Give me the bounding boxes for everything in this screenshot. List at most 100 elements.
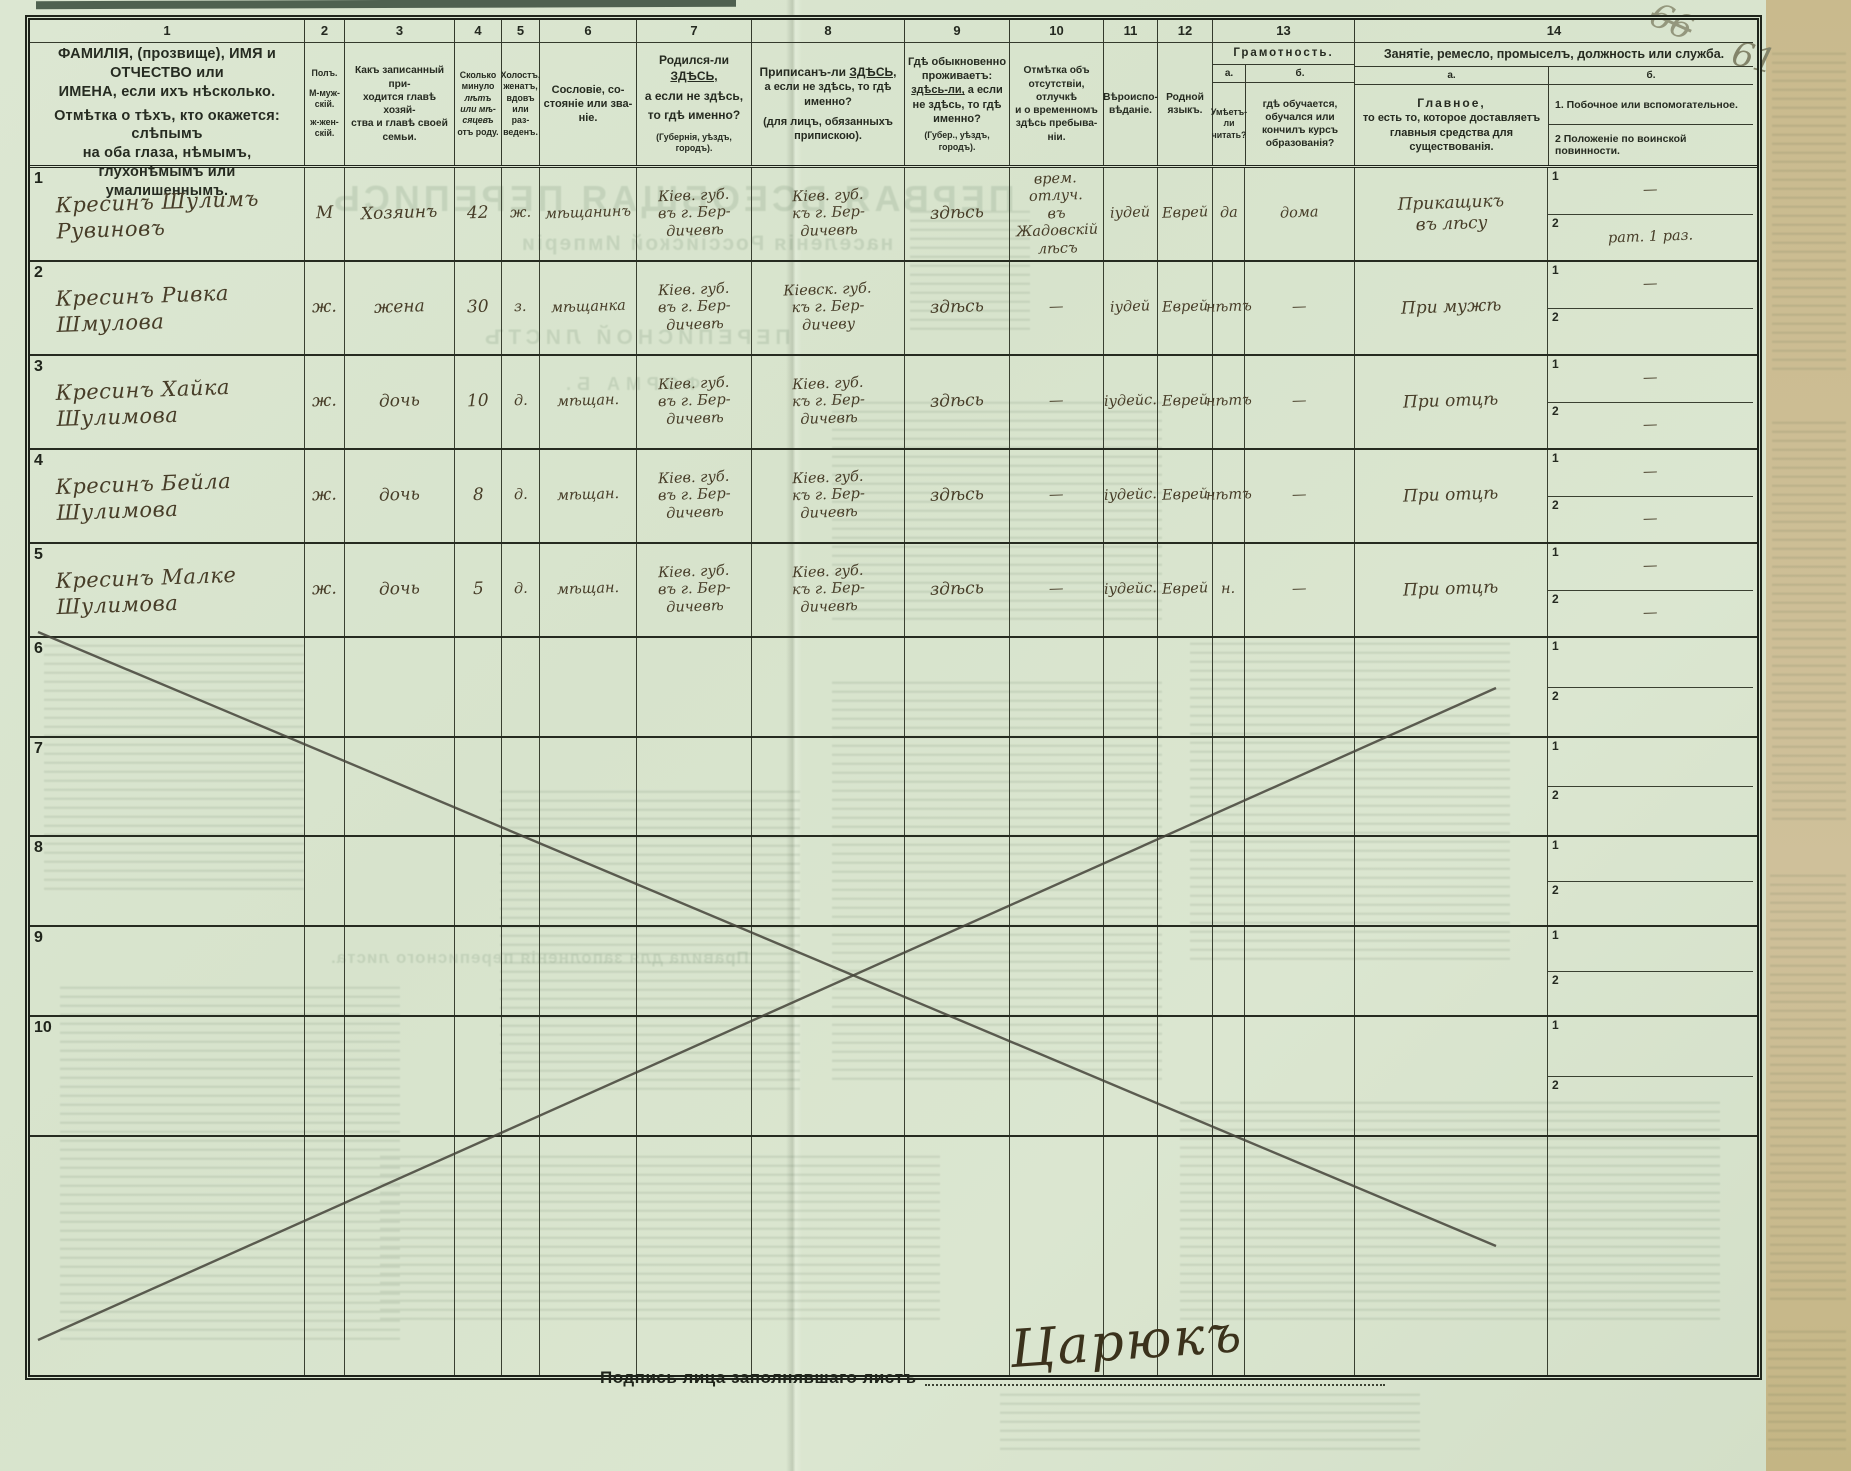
cell-occupation-main [1355,837,1548,925]
cell-literacy-b [1245,638,1355,736]
cell-estate: мѣщан. [540,356,637,448]
bleed-text-block [1000,1390,1420,1450]
cell-occupation-side: 1 2 [1548,837,1753,925]
signature-line [925,1384,1385,1386]
cell-registration [752,638,905,736]
cell-absence [1010,837,1104,925]
cell-age [455,927,502,1015]
cell-marital [502,927,540,1015]
cell-sex: ж. [305,262,345,354]
subcell-1: 1 — [1548,262,1753,309]
cell-language [1158,638,1213,736]
cell-marital [502,738,540,835]
cell-residence: здѣсь [905,356,1010,448]
cell-relation: дочь [345,356,455,448]
cell-residence: здѣсь [905,262,1010,354]
cell-registration: Кіев. губ. къ г. Бер- дичевѣ [752,356,905,448]
cell-sex: ж. [305,356,345,448]
row-number: 3 [34,358,43,375]
cell-registration [752,1017,905,1135]
cell-age: 5 [455,544,502,636]
cell-name: 6 [30,638,305,736]
name-entry: Кресинъ Хайка Шулимова [55,374,231,432]
cell-name: 2 Кресинъ Ривка Шмулова [30,262,305,354]
cell-language [1158,738,1213,835]
cell-language [1158,927,1213,1015]
cell-occupation-main: При мужѣ [1355,262,1548,354]
cell-birthplace: Кіев. губ. въ г. Бер- дичевѣ [637,544,752,636]
printed-2: 2 [1552,215,1559,230]
subcell-1: 1 — [1548,356,1753,403]
cell-name: 9 [30,927,305,1015]
cell-occupation-main [1355,1017,1548,1135]
cell-estate: мѣщан. [540,450,637,542]
cell-marital [502,1017,540,1135]
cell-estate [540,1017,637,1135]
census-table: 1 ФАМИЛІЯ, (прозвище), ИМЯ и ОТЧЕСТВО ил… [28,18,1759,1377]
subcell-2: 2 [1548,787,1753,835]
column-residence: 9 Гдѣ обыкновенно проживаетъ: здѣсь-ли, … [905,20,1010,165]
subcell-1: 1 — [1548,544,1753,591]
subcell-2: 2 рат. 1 раз. [1552,215,1694,247]
cell-estate [540,927,637,1015]
cell-sex: ж. [305,544,345,636]
subcell-1: 1 [1548,638,1753,688]
cell-birthplace [637,927,752,1015]
table-row: 4 Кресинъ Бейла Шулимова ж. дочь 8 д. мѣ… [30,450,1757,544]
printed-2: 2 [1552,309,1559,324]
printed-2: 2 [1552,1077,1559,1092]
cell-literacy-b: дома [1245,168,1355,260]
printed-1: 1 [1552,545,1559,559]
cell-religion [1104,1017,1158,1135]
cell-occupation-side: 1 — 2 — [1548,544,1753,636]
subcell-1: 1 — [1548,168,1753,215]
cell-birthplace: Кіев. губ. въ г. Бер- дичевѣ [637,262,752,354]
cell-relation [345,738,455,835]
column-birthplace: 7 Родился-ли ЗДѢСЬ, а если не здѣсь, то … [637,20,752,165]
cell-language: Еврей [1158,544,1213,636]
cell-occupation-main: При отцѣ [1355,356,1548,448]
cell-registration: Кіев. губ. къ г. Бер- дичевѣ [752,450,905,542]
table-tail-row [30,1137,1757,1375]
table-header: 1 ФАМИЛІЯ, (прозвище), ИМЯ и ОТЧЕСТВО ил… [30,20,1757,199]
row-number: 4 [34,452,43,469]
cell-religion [1104,837,1158,925]
page-edge-margin [1766,0,1851,1471]
printed-1: 1 [1552,451,1559,465]
cell-birthplace: Кіев. губ. въ г. Бер- дичевѣ [637,356,752,448]
cell-absence [1010,738,1104,835]
cell-estate: мѣщанка [540,262,637,354]
subcell-2: 2 [1548,688,1753,737]
cell-relation [345,638,455,736]
row-number: 8 [34,839,43,856]
cell-language: Еврей [1158,262,1213,354]
printed-1: 1 [1552,639,1559,653]
table-row: 3 Кресинъ Хайка Шулимова ж. дочь 10 д. м… [30,356,1757,450]
cell-residence [905,738,1010,835]
cell-relation: жена [345,262,455,354]
row-number: 1 [34,170,43,187]
cell-relation: дочь [345,450,455,542]
subcell-2: 2 [1548,309,1753,355]
cell-occupation-side: 1 — 2 — [1548,356,1753,448]
cell-marital: д. [502,544,540,636]
cell-absence: — [1010,356,1104,448]
cell-absence: врем. отлуч. въ Жадовскій лѣсъ [1010,168,1104,260]
cell-sex [305,1017,345,1135]
table-body: 1 Кресинъ Шулимъ Рувиновъ М Хозяинъ 42 ж… [30,168,1757,1137]
cell-estate [540,837,637,925]
cell-age [455,738,502,835]
table-row: 8 1 2 [30,837,1757,927]
cell-literacy-a: нѣтъ [1205,356,1252,448]
cell-absence [1010,927,1104,1015]
cell-marital: з. [502,262,540,354]
bleed-text-block [832,400,1162,620]
cell-literacy-b [1245,837,1355,925]
cell-age [455,1017,502,1135]
name-entry: Кресинъ Ривка Шмулова [55,280,230,338]
cell-sex: М [305,168,345,260]
cell-occupation-side: 1 — 2 [1548,262,1753,354]
row-number: 7 [34,740,43,757]
cell-birthplace [637,638,752,736]
